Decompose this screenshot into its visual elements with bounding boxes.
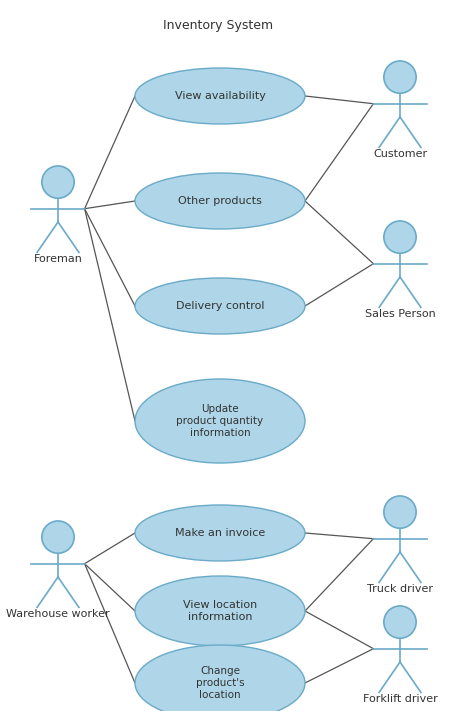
Text: View location
information: View location information	[183, 600, 257, 622]
Text: Make an invoice: Make an invoice	[175, 528, 265, 538]
Ellipse shape	[135, 505, 305, 561]
Text: Delivery control: Delivery control	[176, 301, 264, 311]
Text: Forklift driver: Forklift driver	[363, 695, 438, 705]
Ellipse shape	[42, 521, 74, 553]
Ellipse shape	[135, 645, 305, 711]
Text: Inventory System: Inventory System	[163, 19, 273, 33]
Text: Warehouse worker: Warehouse worker	[6, 609, 110, 619]
Text: Other products: Other products	[178, 196, 262, 206]
Ellipse shape	[42, 166, 74, 198]
Ellipse shape	[135, 68, 305, 124]
Text: Customer: Customer	[373, 149, 427, 159]
Ellipse shape	[135, 576, 305, 646]
Ellipse shape	[384, 61, 416, 93]
Ellipse shape	[135, 278, 305, 334]
Text: Truck driver: Truck driver	[367, 584, 433, 594]
Ellipse shape	[384, 221, 416, 253]
Ellipse shape	[384, 606, 416, 638]
Text: Change
product's
location: Change product's location	[196, 665, 244, 700]
Text: Foreman: Foreman	[34, 255, 82, 264]
Text: Sales Person: Sales Person	[365, 309, 436, 319]
Text: View availability: View availability	[174, 91, 265, 101]
Text: Update
product quantity
information: Update product quantity information	[176, 404, 264, 439]
Ellipse shape	[135, 379, 305, 463]
Ellipse shape	[384, 496, 416, 528]
Ellipse shape	[135, 173, 305, 229]
